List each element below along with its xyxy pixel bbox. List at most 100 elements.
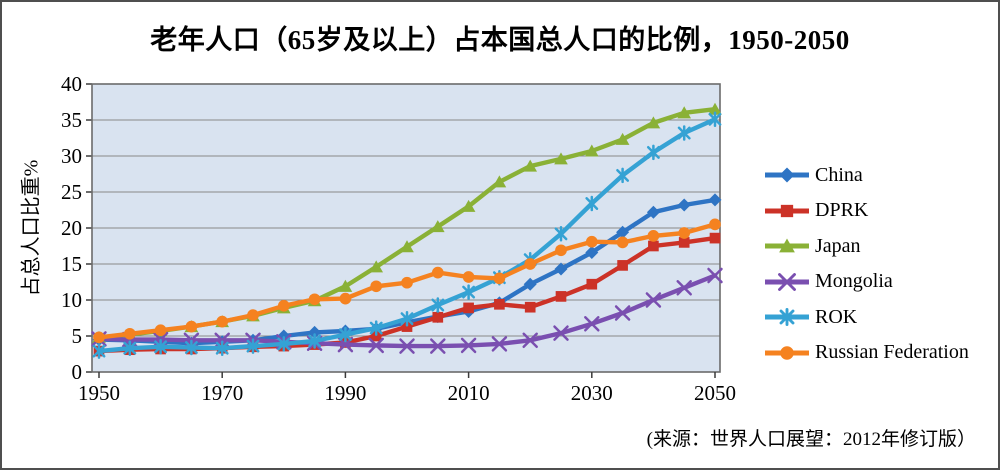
series-marker-asterisk [708,111,722,128]
series-marker-asterisk [123,340,137,356]
legend-label: Mongolia [815,270,893,292]
series-marker-triangle [430,220,445,233]
y-tick-label: 40 [61,72,82,96]
plot-border [91,83,721,373]
series-marker-circle [585,235,598,248]
series-marker-circle [247,309,259,321]
series-marker-asterisk [462,284,476,300]
series-marker-asterisk [308,333,322,349]
series-marker-asterisk [616,167,630,184]
x-tick-label: 2010 [448,381,490,405]
series-marker-triangle [369,260,384,273]
series-marker-circle [308,293,321,306]
series-marker-square [370,330,382,342]
series-marker-asterisk [246,338,260,354]
y-tick-label: 5 [72,324,83,348]
series-marker-square [494,298,505,310]
series-marker-triangle [492,175,507,188]
x-tick-label: 2030 [571,381,613,405]
series-marker-triangle [338,279,353,292]
series-marker-asterisk [431,297,445,313]
series-marker-square [555,291,567,302]
series-marker-circle [647,230,660,242]
legend-swatch [765,308,809,326]
series-marker-asterisk [92,343,106,359]
series-marker-triangle [708,102,722,115]
legend-swatch [765,345,809,360]
series-marker-x [553,325,569,341]
series-marker-x [399,338,415,354]
series-marker-asterisk [585,195,599,212]
y-tick-label: 35 [61,108,82,132]
series-marker-square [780,204,794,217]
series-marker-diamond [708,193,722,207]
series-marker-x [645,292,662,308]
series-marker-diamond [554,262,568,276]
series-marker-diamond [616,225,630,239]
y-tick-label: 10 [61,288,82,312]
series-marker-triangle [400,240,414,253]
series-marker-square [463,302,474,314]
series-marker-triangle [584,144,599,157]
x-tick-label: 1950 [78,381,120,405]
y-tick-label: 15 [61,252,82,276]
chart-title: 老年人口（65岁及以上）占本国总人口的比例，1950-2050 [150,25,850,55]
legend-item-rok: ROK [762,303,857,331]
series-marker-circle [370,280,383,293]
series-marker-diamond [308,325,322,339]
series-marker-asterisk [554,226,568,242]
y-axis-title: 占总人口比重% [20,159,43,297]
series-marker-square [524,301,536,313]
series-marker-x [614,305,631,321]
legend-label: ROK [815,305,858,328]
source-note: (来源：世界人口展望：2012年修订版） [646,429,976,450]
legend-label: China [815,163,863,186]
series-marker-x [584,316,600,332]
series-marker-diamond [646,205,660,219]
legend-swatch [765,238,809,253]
series-marker-x [522,332,538,349]
series-marker-circle [555,244,567,257]
series-marker-circle [277,299,290,312]
legend-item-dprk: DPRK [762,197,868,225]
series-marker-asterisk [779,308,795,326]
series-marker-circle [401,276,413,289]
series-marker-diamond [779,167,795,183]
series-marker-circle [431,266,444,279]
series-marker-triangle [461,199,476,212]
series-marker-circle [616,236,629,249]
series-marker-triangle [615,132,630,145]
y-tick-label: 25 [61,180,82,204]
series-marker-asterisk [277,336,291,352]
series-marker-x [368,337,384,354]
series-marker-triangle [646,116,661,129]
legend-item-russian-federation: Russian Federation [762,339,969,367]
series-marker-square [617,260,628,271]
series-marker-asterisk [184,339,198,356]
series-marker-circle [123,327,136,340]
series-marker-square [401,321,413,332]
series-marker-x [430,338,446,354]
series-marker-circle [154,324,167,337]
series-marker-circle [709,218,721,231]
series-marker-circle [678,227,691,239]
series-marker-square [678,237,690,248]
series-marker-circle [493,272,506,285]
series-marker-x [491,336,508,352]
series-marker-circle [524,258,537,270]
series-marker-circle [185,320,198,333]
series-marker-x [707,267,723,284]
series-marker-asterisk [154,339,168,355]
series-marker-asterisk [677,125,691,141]
series-marker-triangle [523,159,538,172]
series-marker-circle [93,331,105,344]
series-marker-triangle [554,152,568,165]
series-marker-square [648,240,659,252]
legend-item-china: China [762,161,863,189]
series-marker-diamond [677,198,691,212]
legend-swatch [765,204,809,217]
series-marker-square [432,311,444,323]
x-tick-label: 2050 [694,381,736,405]
series-marker-circle [780,345,794,360]
